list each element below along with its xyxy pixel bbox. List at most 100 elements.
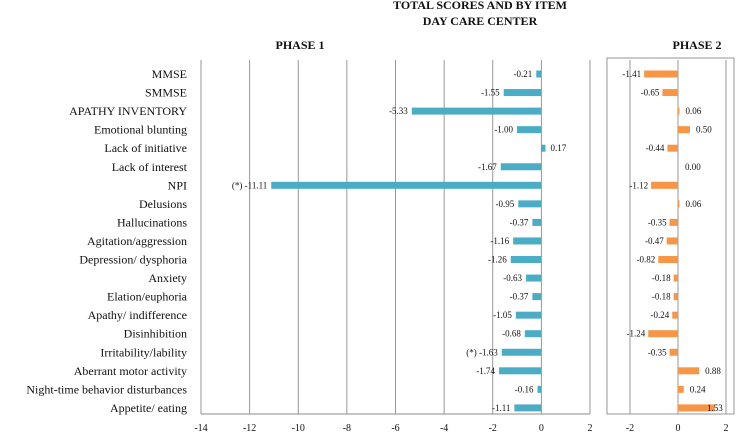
- phase-2-bar: [658, 256, 678, 263]
- category-label: Anxiety: [148, 271, 187, 285]
- category-label: APATHY INVENTORY: [69, 104, 187, 118]
- phase-1-title: PHASE 1: [275, 38, 324, 52]
- phase-2-bar: [669, 348, 678, 356]
- phase-1-bar: [526, 274, 542, 282]
- chart-title-line-2: DAY CARE CENTER: [423, 14, 538, 28]
- phase-1-data-label: 0.17: [551, 143, 567, 153]
- phase-1-bar: [501, 348, 542, 356]
- phase-1-bar: [524, 330, 542, 338]
- phase-2-data-label: -0.24: [650, 310, 669, 320]
- phase-1-x-tick-label: -4: [440, 423, 448, 433]
- phase-2-bar: [678, 404, 715, 412]
- phase-1-bar: [515, 311, 542, 319]
- phase-2-data-label: 1.53: [707, 403, 723, 413]
- category-label: Disinhibition: [124, 327, 187, 341]
- phase-1-bar: [532, 293, 542, 301]
- phase-1-data-label: -0.16: [515, 384, 534, 394]
- phase-1-data-label: -0.63: [503, 273, 522, 283]
- phase-2-bar: [669, 218, 678, 226]
- phase-2-plot: -2 0 2 -1.41-0.65 0.06 0.50 -0.44 0.00 -1.12 0.06…: [622, 60, 729, 433]
- phase-2-data-label: -0.35: [648, 347, 667, 357]
- phase-1-data-label: -1.74: [476, 366, 495, 376]
- phase-2-bar: [673, 274, 678, 282]
- category-label: MMSE: [152, 67, 187, 81]
- category-label: Hallucinations: [117, 215, 187, 229]
- phase-1-x-tick-label: 2: [588, 423, 593, 433]
- phase-1-data-label: (*) -11.11: [232, 180, 267, 190]
- phase-2-data-label: -0.65: [641, 88, 660, 98]
- phase-2-bar: [666, 237, 678, 245]
- category-label: Aberrant motor activity: [74, 364, 187, 378]
- phase-2-data-label: 0.00: [685, 162, 701, 172]
- phase-1-bar: [271, 181, 542, 189]
- phase-1-x-tick-label: -12: [243, 423, 256, 433]
- phase-2-data-label: -0.44: [646, 143, 665, 153]
- category-label: Delusions: [139, 197, 187, 211]
- phase-2-data-label: -0.82: [637, 255, 656, 265]
- phase-2-x-tick-label: 2: [724, 423, 729, 433]
- phase-1-x-tick-label: -10: [292, 423, 305, 433]
- phase-2-bar: [673, 293, 678, 301]
- phase-1-x-tick-label: -8: [343, 423, 351, 433]
- phase-2-bar: [678, 126, 690, 134]
- phase-2-data-label: 0.06: [685, 199, 701, 209]
- phase-2-bar: [678, 200, 680, 208]
- phase-1-bar: [500, 163, 542, 171]
- phase-1-bar: [517, 126, 542, 134]
- category-labels: MMSE SMMSE APATHY INVENTORY Emotional blunt…: [26, 67, 187, 415]
- phase-2-bar: [648, 330, 678, 338]
- phase-2-data-label: 0.06: [685, 106, 701, 116]
- phase-2-data-label: -0.18: [652, 273, 671, 283]
- phase-1-data-label: -0.21: [514, 69, 533, 79]
- phase-2-bar: [651, 181, 678, 189]
- phase-2-bar: [678, 385, 684, 393]
- phase-1-x-tick-label: -2: [489, 423, 497, 433]
- phase-1-x-tick-label: -6: [391, 423, 399, 433]
- phase-1-data-label: -1.11: [492, 403, 510, 413]
- phase-1-bar: [536, 70, 542, 78]
- category-label: Emotional blunting: [94, 123, 187, 137]
- chart-title-line-1: TOTAL SCORES AND BY ITEM: [393, 0, 567, 12]
- phase-2-bar: [662, 89, 678, 97]
- phase-1-data-label: -0.68: [502, 329, 521, 339]
- phase-2-data-label: 0.88: [705, 366, 721, 376]
- phase-2-data-label: -1.24: [626, 329, 645, 339]
- category-label: Elation/euphoria: [107, 290, 188, 304]
- phase-1-x-tick-label: -14: [194, 423, 207, 433]
- category-label: Agitation/aggression: [87, 234, 187, 248]
- phase-1-plot: -14 -12 -10 -8 -6 -4 -2 0 2 -0.21 -1.55 -5.33 -1.00 0…: [194, 60, 593, 433]
- category-label: Lack of interest: [112, 160, 188, 174]
- category-label: Depression/ dysphoria: [79, 253, 187, 267]
- phase-1-bar: [499, 367, 542, 375]
- phase-1-bar: [411, 107, 542, 115]
- phase-2-data-label: -0.47: [645, 236, 664, 246]
- phase-2-bar: [672, 311, 678, 319]
- phase-1-bar: [537, 385, 542, 393]
- phase-2-panel-border: [606, 57, 735, 415]
- category-label: Appetite/ eating: [110, 401, 187, 415]
- phase-1-data-label: -0.37: [510, 217, 529, 227]
- phase-1-bar: [513, 237, 542, 245]
- phase-1-data-label: -1.05: [493, 310, 512, 320]
- phase-1-data-label: -1.00: [494, 125, 513, 135]
- phase-2-x-tick-label: -2: [626, 423, 634, 433]
- phase-1-bar: [541, 144, 546, 152]
- phase-2-data-label: -1.41: [622, 69, 641, 79]
- phase-1-bar: [532, 218, 542, 226]
- category-label: Apathy/ indifference: [88, 308, 187, 322]
- phase-2-data-label: 0.24: [690, 384, 706, 394]
- category-label: Lack of initiative: [104, 141, 187, 155]
- phase-2-x-tick-label: 0: [676, 423, 681, 433]
- phase-2-bar: [678, 107, 680, 115]
- phase-2-data-label: -1.12: [629, 180, 648, 190]
- phase-1-bar: [518, 200, 542, 208]
- phase-2-data-label: 0.50: [696, 125, 712, 135]
- phase-2-bar: [644, 70, 678, 78]
- phase-1-data-label: (*) -1.63: [466, 347, 498, 357]
- phase-1-bar: [503, 89, 542, 97]
- phase-1-data-label: -1.67: [478, 162, 497, 172]
- phase-1-bar: [514, 404, 542, 412]
- phase-1-data-label: -0.95: [496, 199, 515, 209]
- phase-2-data-label: -0.35: [648, 217, 667, 227]
